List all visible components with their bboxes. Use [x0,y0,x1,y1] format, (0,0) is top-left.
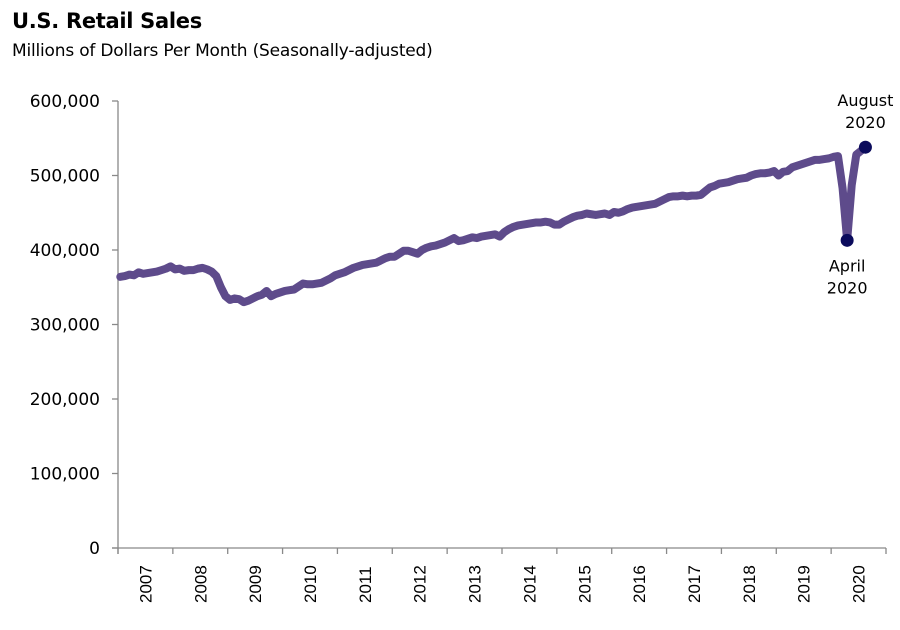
y-tick-label: 400,000 [30,241,100,261]
x-tick-label: 2008 [191,565,210,603]
annotation-label: August [837,91,893,110]
chart-subtitle: Millions of Dollars Per Month (Seasonall… [12,41,433,61]
x-tick-label: 2017 [685,565,704,603]
y-tick-label: 0 [89,539,100,559]
series-line [116,143,870,307]
x-tick-label: 2020 [850,565,869,603]
annotation-marker [840,233,854,247]
series-group [116,143,870,307]
x-tick-label: 2016 [630,565,649,603]
x-ticks: 2007 2008 2009 2010 2011 2012 2013 2014 2015 2016… [117,548,887,603]
x-tick-label: 2009 [246,565,265,603]
x-tick-label: 2012 [411,565,430,603]
annotation-label: 2020 [845,113,886,132]
y-tick-label: 300,000 [30,316,100,336]
y-tick-label: 500,000 [30,167,100,187]
annotations: April 2020 August 2020 [827,91,894,297]
chart-title: U.S. Retail Sales [12,9,202,33]
y-ticks: 0 100,000 200,000 300,000 400,000 500,000 600,… [30,92,118,559]
x-tick-label: 2011 [356,566,375,603]
x-tick-label: 2018 [740,565,759,603]
y-tick-label: 600,000 [30,92,100,112]
x-tick-label: 2014 [520,565,539,603]
x-tick-label: 2007 [136,565,155,603]
x-tick-label: 2010 [301,565,320,603]
annotation-label: April [829,256,866,275]
annotation-label: 2020 [827,278,868,297]
y-tick-label: 200,000 [30,390,100,410]
x-tick-label: 2019 [795,565,814,603]
annotation-marker [858,140,872,154]
x-tick-label: 2013 [466,565,485,603]
axes [112,101,886,554]
y-tick-label: 100,000 [30,465,100,485]
x-tick-label: 2015 [575,565,594,603]
